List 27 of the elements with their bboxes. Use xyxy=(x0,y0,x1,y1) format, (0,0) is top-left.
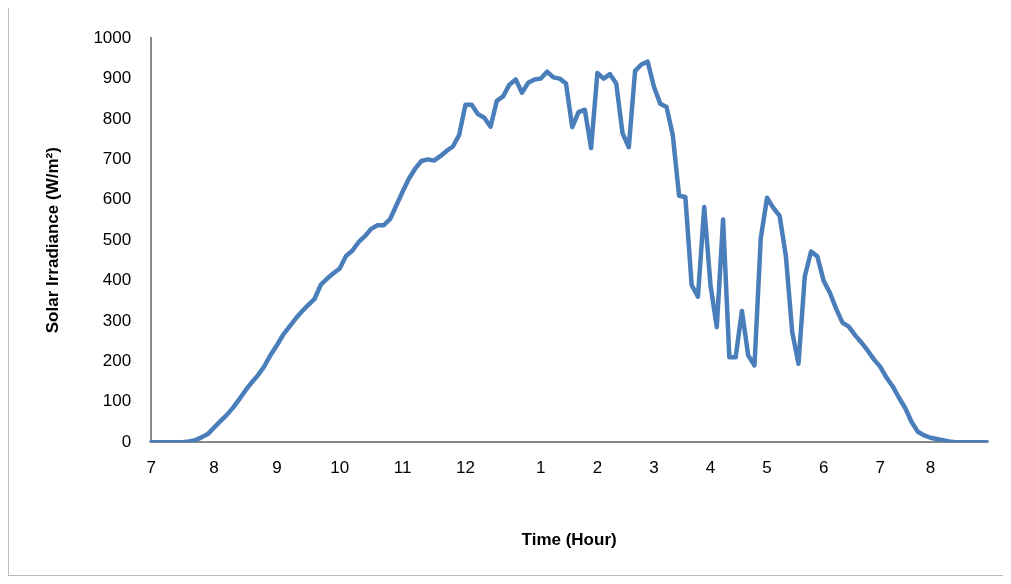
y-tick-label: 300 xyxy=(102,310,132,330)
x-tick-label: 8 xyxy=(925,458,936,478)
x-tick-label: 2 xyxy=(592,458,603,478)
x-tick-label: 10 xyxy=(330,458,350,478)
y-tick-label: 400 xyxy=(102,270,132,290)
x-tick-label: 7 xyxy=(146,458,156,478)
y-tick-label: 200 xyxy=(102,351,132,371)
x-tick-label: 8 xyxy=(209,458,219,478)
y-tick-label: 100 xyxy=(102,391,132,411)
x-tick-label: 9 xyxy=(272,458,282,478)
x-tick-label: 1 xyxy=(536,458,546,478)
x-tick-label: 3 xyxy=(649,458,659,478)
x-tick-label: 11 xyxy=(393,458,412,478)
x-tick-label: 6 xyxy=(818,458,829,478)
x-tick-label: 12 xyxy=(455,458,475,478)
y-tick-label: 700 xyxy=(102,149,132,169)
x-axis-title: Time (Hour) xyxy=(521,530,617,550)
x-tick-label: 4 xyxy=(705,458,716,478)
x-tick-label: 5 xyxy=(762,458,772,478)
y-tick-label: 1000 xyxy=(93,27,132,47)
x-tick-label: 7 xyxy=(875,458,885,478)
y-tick-label: 0 xyxy=(121,431,132,451)
y-tick-label: 800 xyxy=(102,108,132,128)
y-tick-label: 500 xyxy=(102,229,132,249)
y-tick-label: 600 xyxy=(102,189,132,209)
y-tick-label: 900 xyxy=(102,68,132,88)
y-axis-title: Solar Irradiance (W/m²) xyxy=(42,147,62,334)
